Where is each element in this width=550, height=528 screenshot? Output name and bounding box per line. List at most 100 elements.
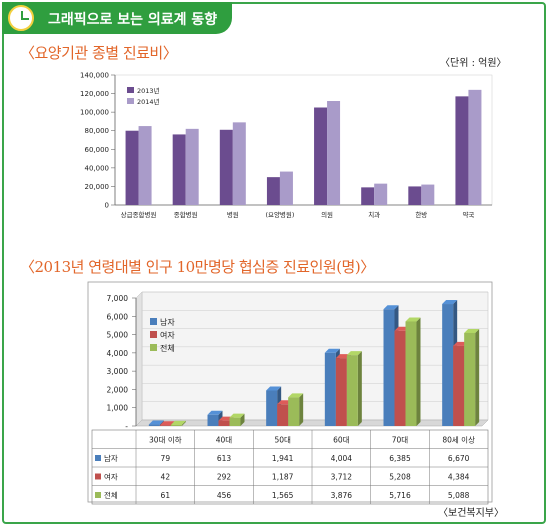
chart1-xtick-label: 한방 [415,210,427,219]
chart2-ytick-label: 5,000 [107,331,129,340]
chart2-bar-top-0 [442,300,458,305]
chart2-data-label: 3,712 [331,473,353,482]
chart2-legend-label: 전체 [160,343,175,353]
chart2-xtick-label: 50대 [274,436,291,445]
chart1-ytick-label: 40,000 [85,164,110,172]
chart2-bar-1 [394,330,406,426]
chart1-legend-swatch [127,98,134,104]
chart2-table-series-label: 여자 [104,472,118,482]
chart1-bar-0 [219,129,233,205]
clock-icon [8,5,34,31]
chart1-xtick-label: 병원 [227,210,239,219]
chart1-xtick-label: 종합병원 [174,210,198,219]
chart2-source: 〈보건복지부〉 [438,508,504,519]
chart2-bar-top-2 [288,393,304,398]
chart1-bar-1 [232,122,246,205]
chart2-ytick-label: 4,000 [107,349,129,358]
chart2-bar-side-2 [240,413,245,426]
chart1-bar-1 [279,171,293,205]
chart1-xtick-label: 치과 [368,210,380,219]
chart2-data-label: 5,716 [389,491,411,500]
chart2-bar-0 [442,304,454,426]
chart2-bar-top-2 [346,351,362,356]
chart2-data-label: 4,004 [331,454,353,463]
chart2-data-label: 5,088 [448,491,470,500]
chart1-ytick-label: 0 [105,202,109,210]
chart2-ytick-label: 7,000 [107,294,129,303]
chart2-xtick-label: 40대 [216,436,233,445]
chart2-data-label: 6,670 [448,454,470,463]
header-bar [2,2,232,34]
chart1-ytick-label: 140,000 [80,72,109,80]
chart2-bar-2 [170,424,182,426]
chart1-plot-area [114,74,493,206]
chart2-data-label: 79 [161,454,171,463]
chart2-bar-1 [335,358,347,426]
chart1-ytick-label: 60,000 [85,146,110,154]
chart2-bar-side-2 [181,420,186,426]
chart2-back-wall [141,291,489,421]
chart2-data-label: 1,565 [272,491,294,500]
chart2-ytick-label: 1,000 [107,404,129,413]
chart1-xtick-label: (요양병원) [265,210,294,219]
chart1-ytick-label: 120,000 [80,90,109,98]
chart1-xtick-label: 상급종합병원 [121,210,157,219]
chart1-bar-0 [266,177,280,205]
chart2-legend-swatch [150,331,157,338]
header-banner: 그래픽으로 보는 의료계 동향 [2,2,546,36]
chart2-bar-2 [346,355,358,426]
chart2-data-label: 4,384 [448,473,470,482]
chart2-bar-2 [229,417,241,426]
chart2-bar-side-2 [357,351,362,426]
chart1-ytick-label: 100,000 [80,109,109,117]
chart2-table-swatch [95,455,101,461]
chart2-bar-2 [464,332,476,426]
chart1-unit: 〈단위 : 억원〉 [440,58,507,69]
chart2-data-label: 1,187 [272,473,294,482]
chart2-bar-top-2 [464,328,480,333]
chart2-side-wall [135,291,143,427]
chart1-bar-0 [172,134,186,205]
chart2-ytick-label: 6,000 [107,312,129,321]
chart1-ytick-label: 20,000 [85,183,110,191]
chart2-table-series-label: 남자 [104,454,118,463]
chart2-data-label: 613 [217,454,232,463]
chart1-xtick-label: 의원 [321,210,333,219]
chart1-svg: 0 20,000 40,000 60,000 80,000 100,000 120,000 1… [80,72,493,219]
chart2-bar-side-2 [416,317,421,426]
chart1-legend-label: 2013년 [137,86,160,95]
chart1-bar-1 [421,184,435,205]
chart2-legend-swatch [150,318,157,325]
chart2-bar-1 [218,420,230,426]
chart1-legend-label: 2014년 [137,97,160,106]
chart2-bar-1 [277,404,289,426]
chart2-table-swatch [95,473,101,480]
chart2-bar-0 [148,424,160,426]
chart1-bar-0 [408,186,422,205]
chart1-legend-swatch [127,87,134,93]
chart2-data-label: 5,208 [389,473,411,482]
chart1-bar-0 [125,130,139,205]
chart2-legend-label: 남자 [160,318,175,327]
chart2-data-label: 456 [217,491,232,500]
chart1-bar-0 [314,107,328,205]
chart2-svg: - 1,000 2,000 3,000 4,000 5,000 6,000 7,000 남자여자… [87,281,493,505]
chart2-bar-top-1 [159,421,175,426]
chart2-xtick-label: 70대 [392,436,409,445]
chart1-bar-1 [468,89,482,205]
chart2-bar-0 [266,390,278,426]
chart2-bar-0 [383,309,395,426]
chart2-ytick-label: 3,000 [107,367,129,376]
chart1-bar-1 [185,128,199,205]
chart1-bar-1 [138,126,152,205]
outer-frame [2,2,546,524]
chart2-bar-top-0 [324,348,340,353]
chart2-ytick-label: - [125,422,128,431]
chart2-table-series-label: 전체 [104,490,118,500]
chart2-legend-swatch [150,344,157,351]
chart2-xtick-label: 30대 이하 [149,435,182,445]
chart2-bar-top-0 [383,305,399,310]
chart2-floor [135,419,489,427]
chart2-data-label: 6,385 [389,454,411,463]
chart2-ytick-label: 2,000 [107,385,129,394]
